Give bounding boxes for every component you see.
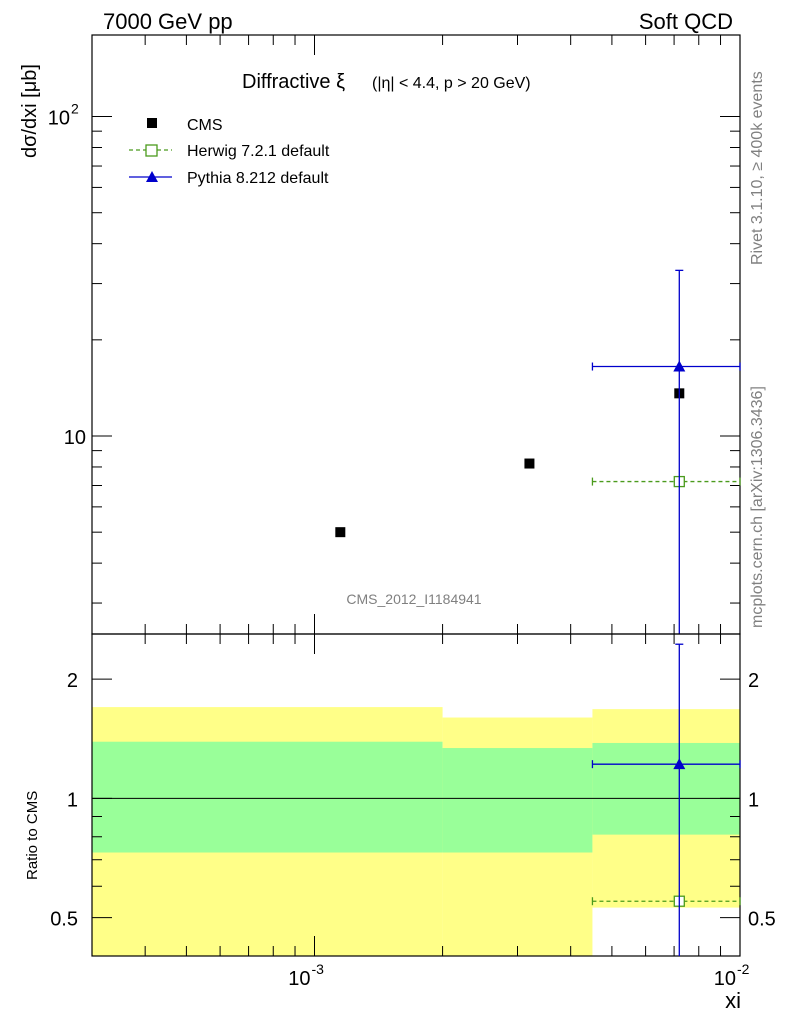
header-left: 7000 GeV pp bbox=[103, 9, 233, 34]
analysis-id: CMS_2012_I1184941 bbox=[346, 591, 481, 607]
header-right: Soft QCD bbox=[639, 9, 733, 34]
plot-title: Diffractive ξ (|η| < 4.4, p > 20 GeV) bbox=[242, 71, 531, 93]
ratio-frame bbox=[91, 633, 741, 957]
legend-item-cms: CMS bbox=[147, 117, 223, 134]
x-tick-label-exp: -2 bbox=[737, 961, 750, 977]
band-inner-0 bbox=[92, 741, 443, 853]
y-tick-label-10: 10 bbox=[64, 427, 86, 449]
ratio-y-tick-label-right: 1 bbox=[748, 789, 759, 811]
legend-cms-label: CMS bbox=[187, 117, 223, 134]
title-rest: (|η| < 4.4, p > 20 GeV) bbox=[372, 75, 531, 92]
x-tick-label-base: 10 bbox=[288, 968, 310, 990]
x-tick-label: 10 -2 bbox=[714, 961, 750, 990]
legend-pythia-label: Pythia 8.212 default bbox=[187, 170, 329, 187]
legend-herwig-label: Herwig 7.2.1 default bbox=[187, 143, 330, 160]
cms-marker bbox=[524, 458, 535, 469]
legend-cms-marker bbox=[147, 118, 157, 128]
cms-marker bbox=[335, 527, 346, 538]
rivet-label: Rivet 3.1.10, ≥ 400k events bbox=[749, 71, 766, 265]
x-tick-label-exp: -3 bbox=[311, 961, 324, 977]
main-ylabel: dσ/dxi [μb] bbox=[19, 64, 41, 158]
x-tick-label: 10 -3 bbox=[288, 961, 324, 990]
pythia-marker bbox=[673, 360, 686, 372]
y-tick-label-100: 10 2 bbox=[48, 101, 79, 130]
legend-item-herwig: Herwig 7.2.1 default bbox=[129, 143, 330, 160]
pythia-ratio-marker bbox=[673, 758, 686, 770]
legend: CMS Herwig 7.2.1 default Pythia 8.212 de… bbox=[129, 117, 330, 187]
y-tick-label-100-exp: 2 bbox=[71, 101, 79, 117]
mcplots-label: mcplots.cern.ch [arXiv:1306.3436] bbox=[749, 386, 766, 628]
y-tick-label-100-base: 10 bbox=[48, 108, 70, 130]
ratio-y-tick-label-left: 0.5 bbox=[50, 909, 78, 931]
legend-item-pythia: Pythia 8.212 default bbox=[129, 170, 329, 187]
xlabel: xi bbox=[725, 988, 741, 1013]
ratio-y-tick-label-right: 2 bbox=[748, 670, 759, 692]
band-inner-1 bbox=[442, 748, 593, 853]
title-main: Diffractive ξ bbox=[242, 71, 345, 93]
legend-pythia-marker bbox=[146, 171, 158, 182]
ratio-y-tick-label-right: 0.5 bbox=[748, 909, 776, 931]
band-inner-2 bbox=[592, 742, 740, 835]
legend-herwig-marker bbox=[145, 144, 158, 157]
ratio-plot: 10 -3 10 -20.5 0.51 12 2 bbox=[50, 633, 776, 990]
ratio-ylabel: Ratio to CMS bbox=[24, 791, 41, 880]
x-tick-label-base: 10 bbox=[714, 968, 736, 990]
main-y-axis-label: dσ/dxi [μb] bbox=[19, 64, 41, 158]
ratio-y-tick-label-left: 2 bbox=[67, 670, 78, 692]
ratio-y-tick-label-left: 1 bbox=[67, 789, 78, 811]
